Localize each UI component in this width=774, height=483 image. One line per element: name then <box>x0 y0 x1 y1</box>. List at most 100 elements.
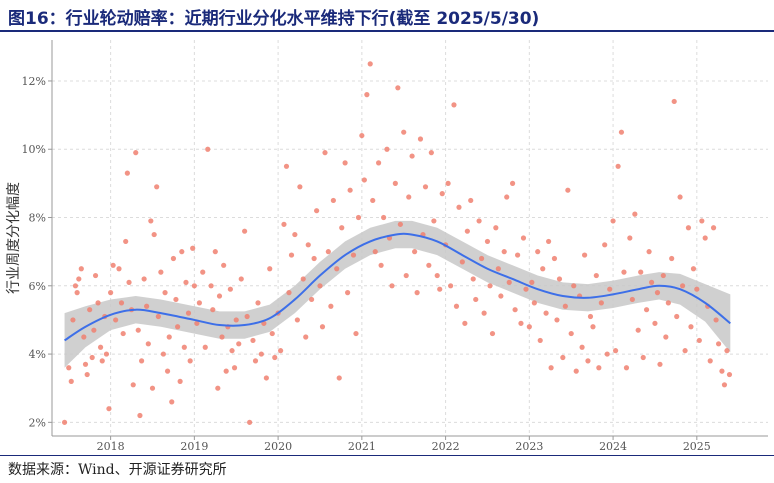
data-point <box>139 358 145 364</box>
data-point <box>451 102 457 108</box>
data-point <box>336 375 342 381</box>
data-point <box>208 283 214 289</box>
data-point <box>632 211 638 217</box>
data-point <box>643 307 650 313</box>
data-point <box>367 61 373 67</box>
data-point <box>185 310 192 316</box>
data-point <box>194 320 200 326</box>
y-tick-label: 8% <box>29 212 46 225</box>
data-point <box>97 344 104 350</box>
data-point <box>162 290 168 296</box>
data-point <box>437 286 443 292</box>
data-point <box>495 266 501 272</box>
data-point <box>272 354 278 361</box>
data-point <box>590 324 596 330</box>
data-point <box>250 337 256 344</box>
data-point <box>70 317 76 323</box>
trend-line-layer <box>64 232 731 342</box>
data-point <box>615 163 621 169</box>
data-point <box>179 249 185 255</box>
data-point <box>242 228 248 234</box>
data-point <box>170 255 177 262</box>
data-point <box>674 313 680 320</box>
data-point <box>177 378 183 384</box>
data-point <box>151 231 157 238</box>
data-point <box>665 300 671 306</box>
data-point <box>202 344 208 350</box>
data-point <box>263 375 269 381</box>
data-point <box>200 269 206 275</box>
data-point <box>191 283 197 289</box>
footer-divider <box>0 455 774 456</box>
data-point <box>406 194 412 200</box>
data-point <box>82 361 89 367</box>
x-tick-label: 2021 <box>348 440 376 453</box>
data-point <box>81 334 87 340</box>
data-point <box>244 313 250 320</box>
x-tick-label: 2018 <box>97 440 125 453</box>
data-point <box>92 272 99 279</box>
data-point <box>141 276 147 282</box>
data-point <box>300 276 306 282</box>
data-point <box>317 283 323 289</box>
data-point <box>181 344 187 350</box>
data-point <box>124 170 130 176</box>
data-point <box>531 300 537 306</box>
data-point <box>196 300 202 306</box>
data-point <box>252 358 259 364</box>
axes <box>51 40 768 437</box>
data-point <box>412 249 418 255</box>
data-point <box>621 269 627 275</box>
data-point <box>635 327 641 333</box>
data-point <box>596 365 602 371</box>
scatter-chart: 2018 2019 2020 2021 2022 2023 2024 2025 2% 4% 6% 8… <box>6 40 768 453</box>
data-point <box>99 358 105 364</box>
data-point <box>439 191 445 197</box>
data-point <box>679 283 686 289</box>
data-point <box>529 279 535 285</box>
data-point <box>721 382 728 388</box>
data-point <box>535 249 541 255</box>
data-point <box>113 317 119 323</box>
data-point <box>330 197 336 204</box>
data-point <box>238 276 244 282</box>
data-point <box>95 300 101 306</box>
data-point <box>607 286 613 292</box>
data-point <box>690 266 697 272</box>
x-tick-label: 2023 <box>515 440 543 453</box>
data-point <box>110 262 116 268</box>
data-point <box>345 290 351 296</box>
data-point <box>145 341 151 347</box>
data-point <box>375 160 382 166</box>
data-point <box>476 218 482 224</box>
data-point <box>434 272 440 279</box>
data-point <box>604 351 610 357</box>
confidence-band-layer <box>64 220 731 368</box>
data-point <box>303 334 309 340</box>
data-point <box>378 262 384 268</box>
data-point <box>334 266 340 272</box>
data-point <box>149 385 156 391</box>
data-point <box>654 290 661 296</box>
data-point <box>148 218 154 224</box>
scatter-points-layer <box>61 61 733 425</box>
data-point <box>221 262 227 268</box>
data-point <box>247 419 253 425</box>
data-point <box>397 221 403 227</box>
data-point <box>571 283 577 289</box>
data-point <box>660 272 666 279</box>
data-point <box>267 266 273 272</box>
data-point <box>422 184 429 190</box>
data-point <box>602 242 608 248</box>
data-point <box>353 330 359 337</box>
data-point <box>562 303 568 309</box>
data-point <box>713 317 719 323</box>
data-point <box>646 249 652 255</box>
data-point <box>297 184 303 190</box>
data-point <box>281 221 287 227</box>
data-point <box>506 279 512 285</box>
data-point <box>372 249 378 255</box>
data-point <box>479 255 485 262</box>
data-point <box>395 85 401 91</box>
data-point <box>629 296 635 303</box>
